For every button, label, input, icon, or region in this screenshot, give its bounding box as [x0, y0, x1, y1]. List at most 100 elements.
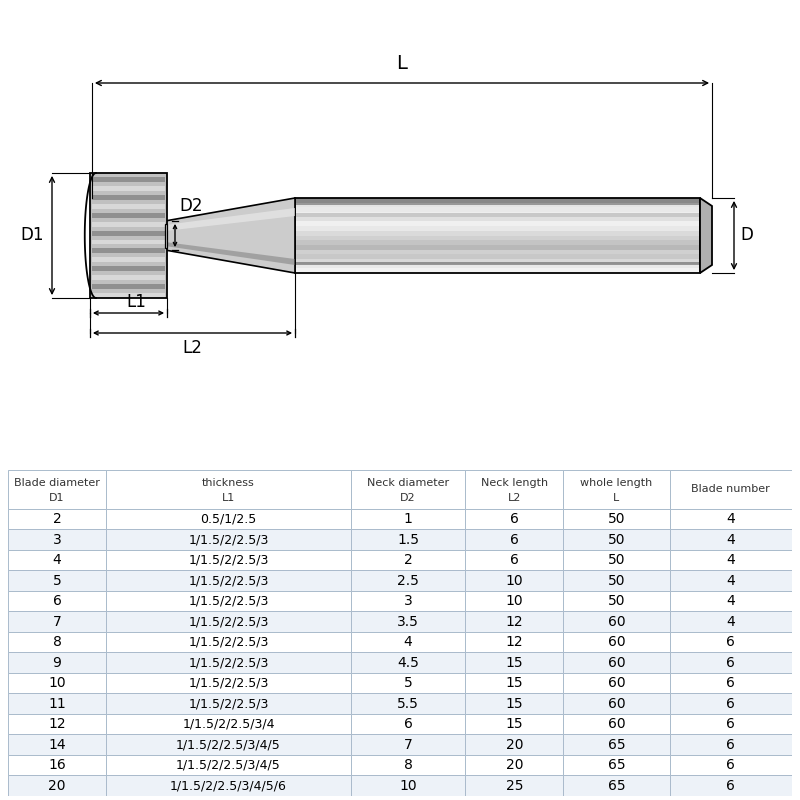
- Text: 6: 6: [726, 676, 735, 690]
- Bar: [295, 198, 700, 273]
- Text: 6: 6: [726, 717, 735, 731]
- Bar: [8, 611, 106, 632]
- Bar: [106, 570, 351, 591]
- Bar: [92, 195, 165, 200]
- Bar: [106, 673, 351, 694]
- Bar: [670, 550, 792, 570]
- Text: 5.5: 5.5: [398, 697, 419, 710]
- Text: 4: 4: [53, 553, 62, 567]
- Bar: [563, 673, 670, 694]
- Bar: [563, 509, 670, 530]
- Bar: [563, 550, 670, 570]
- Text: L1: L1: [126, 293, 146, 311]
- Text: 6: 6: [510, 533, 518, 546]
- Bar: [106, 652, 351, 673]
- Text: 4: 4: [726, 512, 735, 526]
- Bar: [466, 530, 563, 550]
- Bar: [351, 734, 466, 755]
- Text: 6: 6: [726, 778, 735, 793]
- Bar: [8, 694, 106, 714]
- Bar: [8, 734, 106, 755]
- Bar: [295, 231, 700, 235]
- Bar: [92, 249, 165, 254]
- Text: 1/1.5/2/2.5/3/4: 1/1.5/2/2.5/3/4: [182, 718, 274, 730]
- Text: 4.5: 4.5: [398, 656, 419, 670]
- Bar: [351, 652, 466, 673]
- Text: 4: 4: [726, 574, 735, 587]
- Bar: [8, 570, 106, 591]
- Bar: [8, 755, 106, 775]
- Bar: [466, 714, 563, 734]
- Bar: [106, 694, 351, 714]
- Text: 4: 4: [726, 553, 735, 567]
- Text: 1: 1: [404, 512, 413, 526]
- Bar: [563, 775, 670, 796]
- Text: 8: 8: [404, 758, 413, 772]
- Bar: [8, 632, 106, 652]
- Bar: [106, 632, 351, 652]
- Text: 12: 12: [506, 614, 523, 629]
- Text: 6: 6: [726, 738, 735, 752]
- Text: 5: 5: [404, 676, 413, 690]
- Polygon shape: [165, 208, 295, 231]
- Text: 6: 6: [726, 656, 735, 670]
- Bar: [8, 530, 106, 550]
- Bar: [351, 694, 466, 714]
- Text: 20: 20: [506, 758, 523, 772]
- Bar: [670, 775, 792, 796]
- Bar: [466, 632, 563, 652]
- Bar: [466, 734, 563, 755]
- Text: 4: 4: [726, 614, 735, 629]
- Bar: [92, 239, 165, 245]
- Bar: [106, 470, 351, 509]
- Bar: [563, 611, 670, 632]
- Bar: [563, 570, 670, 591]
- Bar: [563, 734, 670, 755]
- Text: 15: 15: [506, 676, 523, 690]
- Bar: [106, 611, 351, 632]
- Bar: [670, 611, 792, 632]
- Bar: [351, 530, 466, 550]
- Text: 1/1.5/2/2.5/3/4/5: 1/1.5/2/2.5/3/4/5: [176, 738, 281, 751]
- Bar: [563, 755, 670, 775]
- Text: 10: 10: [399, 778, 417, 793]
- Text: 2: 2: [53, 512, 62, 526]
- Bar: [92, 293, 165, 298]
- Bar: [90, 173, 167, 298]
- Text: 16: 16: [48, 758, 66, 772]
- Text: whole length: whole length: [580, 478, 653, 488]
- Text: 4: 4: [404, 635, 413, 649]
- Bar: [295, 268, 700, 273]
- Text: 1.5: 1.5: [397, 533, 419, 546]
- Bar: [563, 694, 670, 714]
- Bar: [670, 632, 792, 652]
- Bar: [295, 262, 700, 265]
- Text: 11: 11: [48, 697, 66, 710]
- Text: 10: 10: [506, 594, 523, 608]
- Text: 6: 6: [726, 697, 735, 710]
- Bar: [670, 509, 792, 530]
- Text: 1/1.5/2/2.5/3/4/5/6: 1/1.5/2/2.5/3/4/5/6: [170, 779, 287, 792]
- Text: thickness: thickness: [202, 478, 255, 488]
- Bar: [92, 222, 165, 226]
- Bar: [670, 734, 792, 755]
- Text: 6: 6: [726, 635, 735, 649]
- Bar: [295, 222, 700, 226]
- Bar: [92, 284, 165, 289]
- Text: Neck diameter: Neck diameter: [367, 478, 450, 488]
- Bar: [106, 509, 351, 530]
- Text: 4: 4: [726, 594, 735, 608]
- Bar: [295, 217, 700, 222]
- Bar: [466, 673, 563, 694]
- Bar: [295, 205, 700, 213]
- Bar: [295, 202, 700, 207]
- Text: 60: 60: [608, 697, 626, 710]
- Polygon shape: [165, 242, 295, 265]
- Bar: [351, 570, 466, 591]
- Bar: [351, 673, 466, 694]
- Bar: [670, 714, 792, 734]
- Text: 1/1.5/2/2.5/3: 1/1.5/2/2.5/3: [188, 656, 269, 669]
- Text: 1/1.5/2/2.5/3: 1/1.5/2/2.5/3: [188, 677, 269, 690]
- Text: D: D: [740, 226, 753, 245]
- Bar: [351, 470, 466, 509]
